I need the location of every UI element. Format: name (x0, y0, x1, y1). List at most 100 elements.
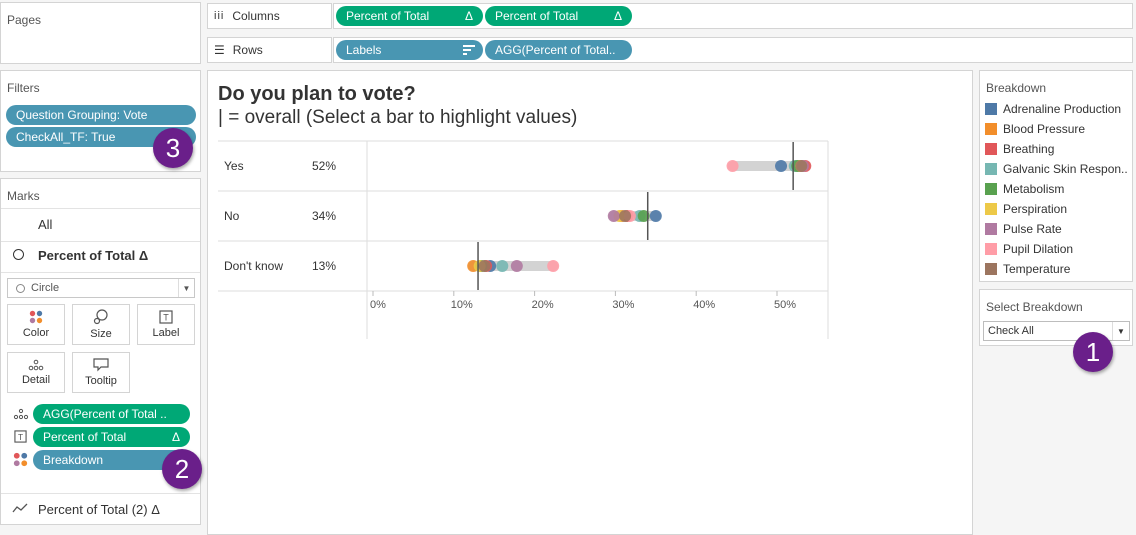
x-tick-label: 20% (532, 299, 554, 311)
data-point (637, 210, 650, 222)
legend-item[interactable]: Temperature (985, 262, 1070, 276)
filter-pill-checkall[interactable]: CheckAll_TF: True (6, 127, 196, 147)
data-point (795, 160, 808, 172)
legend-item[interactable]: Breathing (985, 142, 1054, 156)
filter-pill-question-grouping[interactable]: Question Grouping: Vote (6, 105, 196, 125)
legend-swatch (985, 123, 997, 135)
delta-icon: Δ (171, 430, 180, 444)
legend-item[interactable]: Adrenaline Production (985, 102, 1121, 116)
data-point (619, 210, 632, 222)
rows-shelf[interactable]: Labels AGG(Percent of Total.. (333, 37, 1133, 63)
select-breakdown-panel[interactable]: Select Breakdown Check All ▼ (979, 289, 1133, 346)
color-field-icon (13, 452, 28, 467)
chart-title: Do you plan to vote? (218, 83, 416, 105)
legend-swatch (985, 243, 997, 255)
data-point (775, 160, 788, 172)
overall-value-label: 13% (312, 259, 336, 273)
mark-type-value: Circle (31, 282, 60, 294)
size-icon (93, 309, 108, 325)
svg-text:T: T (18, 432, 23, 442)
legend-label: Temperature (1003, 262, 1071, 276)
color-button[interactable]: Color (7, 304, 65, 345)
data-point (649, 210, 662, 222)
mark-type-dropdown[interactable]: Circle ▼ (7, 278, 195, 298)
rows-shelf-label: ☰ Rows (207, 37, 332, 63)
overall-value-label: 52% (312, 159, 336, 173)
detail-field-icon (13, 408, 29, 420)
legend-item[interactable]: Perspiration (985, 202, 1067, 216)
filters-title: Filters (7, 81, 40, 95)
columns-pill-2[interactable]: Percent of Total Δ (485, 6, 632, 26)
legend-title: Breakdown (986, 81, 1047, 95)
chevron-down-icon[interactable]: ▼ (1112, 322, 1129, 340)
columns-label: Columns (232, 9, 280, 23)
data-point (510, 260, 523, 272)
delta-icon: Δ (613, 9, 622, 23)
detail-icon (28, 359, 44, 371)
select-breakdown-title: Select Breakdown (986, 300, 1083, 314)
rows-label: Rows (232, 43, 263, 57)
marks-second-measure-tab[interactable]: Percent of Total (2) Δ (38, 502, 160, 517)
chart-subtitle: | = overall (Select a bar to highlight v… (218, 107, 578, 128)
chevron-down-icon[interactable]: ▼ (178, 279, 194, 297)
detail-button[interactable]: Detail (7, 352, 65, 393)
breakdown-legend[interactable]: Breakdown (979, 70, 1133, 282)
annotation-badge-1: 1 (1073, 332, 1113, 372)
chart-view[interactable]: Do you plan to vote? | = overall (Select… (207, 70, 973, 535)
row-label: No (224, 209, 240, 223)
legend-swatch (985, 163, 997, 175)
marks-divider (1, 493, 200, 494)
legend-swatch (985, 203, 997, 215)
size-button[interactable]: Size (72, 304, 130, 345)
label-button[interactable]: T Label (137, 304, 195, 345)
row-label: Don't know (224, 259, 283, 273)
marks-divider (1, 241, 200, 242)
legend-item[interactable]: Pulse Rate (985, 222, 1062, 236)
x-tick-label: 50% (774, 299, 796, 311)
legend-item[interactable]: Metabolism (985, 182, 1064, 196)
columns-shelf[interactable]: Percent of Total Δ Percent of Total Δ (333, 3, 1133, 29)
columns-icon: iii (214, 10, 225, 22)
marks-title: Marks (7, 189, 40, 203)
tooltip-button[interactable]: Tooltip (72, 352, 130, 393)
delta-icon: Δ (464, 9, 473, 23)
tooltip-icon (93, 358, 109, 372)
marks-all-tab[interactable]: All (38, 217, 53, 232)
marks-field-breakdown[interactable]: Breakdown (33, 450, 190, 470)
data-point (478, 260, 491, 272)
marks-field-agg[interactable]: AGG(Percent of Total .. (33, 404, 190, 424)
data-point (496, 260, 509, 272)
dot-range-chart[interactable]: 0% 10% 20% 30% 40% 50% Yes 52% No 34% Don't know 13… (208, 139, 972, 479)
x-tick-label: 40% (693, 299, 715, 311)
x-tick-label: 0% (370, 299, 386, 311)
columns-pill-1[interactable]: Percent of Total Δ (336, 6, 483, 26)
legend-item[interactable]: Pupil Dilation (985, 242, 1073, 256)
sort-icon (463, 45, 475, 55)
marks-divider (1, 208, 200, 209)
marks-measure-tab[interactable]: Percent of Total Δ (38, 248, 149, 263)
legend-swatch (985, 103, 997, 115)
legend-item[interactable]: Blood Pressure (985, 122, 1085, 136)
filters-panel[interactable]: Filters Question Grouping: Vote CheckAll… (0, 70, 201, 172)
columns-shelf-label: iii Columns (207, 3, 332, 29)
legend-swatch (985, 223, 997, 235)
legend-label: Perspiration (1003, 202, 1068, 216)
annotation-badge-3: 3 (153, 128, 193, 168)
rows-pill-labels[interactable]: Labels (336, 40, 483, 60)
legend-label: Blood Pressure (1003, 122, 1086, 136)
annotation-badge-2: 2 (162, 449, 202, 489)
legend-label: Galvanic Skin Respon.. (1003, 162, 1128, 176)
data-point (547, 260, 560, 272)
line-chart-icon (12, 503, 28, 513)
marks-field-percent[interactable]: Percent of Total Δ (33, 427, 190, 447)
row-label: Yes (224, 159, 244, 173)
legend-item[interactable]: Galvanic Skin Respon.. (985, 162, 1128, 176)
x-tick-label: 10% (451, 299, 473, 311)
marks-panel[interactable]: Marks All Percent of Total Δ Circle ▼ Co… (0, 178, 201, 525)
pages-panel[interactable]: Pages (0, 2, 201, 64)
rows-pill-agg[interactable]: AGG(Percent of Total.. (485, 40, 632, 60)
x-tick-label: 30% (612, 299, 634, 311)
rows-icon: ☰ (214, 43, 225, 57)
label-icon: T (159, 310, 173, 324)
data-point (726, 160, 739, 172)
